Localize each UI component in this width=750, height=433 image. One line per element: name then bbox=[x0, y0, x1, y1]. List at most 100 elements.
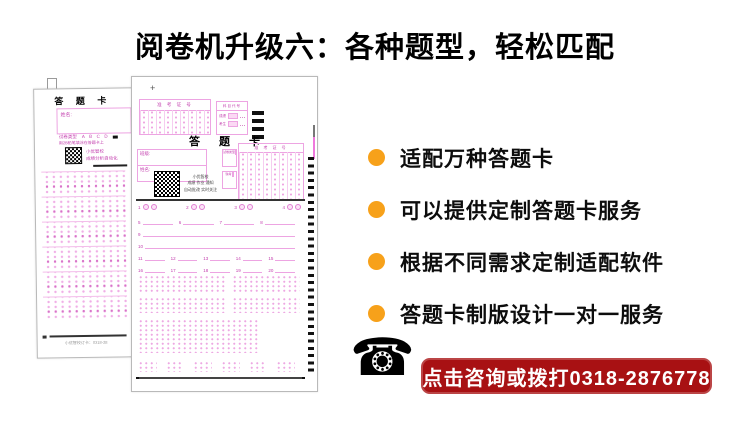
bubble-group bbox=[138, 361, 157, 372]
class-field-box: 班级: bbox=[137, 149, 207, 166]
feature-label: 适配万种答题卡 bbox=[400, 147, 554, 171]
feature-label: 可以提供定制答题卡服务 bbox=[400, 199, 642, 223]
bullet-icon bbox=[368, 253, 385, 270]
answer-line bbox=[177, 254, 198, 261]
edge-sync-line bbox=[313, 125, 315, 159]
cta-banner[interactable]: 点击咨询或拨打0318-2876778 bbox=[421, 358, 712, 394]
feature-list: 适配万种答题卡 可以提供定制答题卡服务 根据不同需求定制适配软件 答题卡制版设计… bbox=[368, 144, 664, 352]
bubble-icon bbox=[142, 204, 149, 210]
answer-line bbox=[224, 218, 255, 225]
timing-marks bbox=[252, 111, 264, 139]
fill-in-row: 9 bbox=[138, 230, 301, 237]
qr-row: 小优智校 成绩分析自动化 bbox=[64, 147, 118, 165]
bubble-cell bbox=[231, 171, 234, 177]
qr-code-icon bbox=[64, 147, 83, 165]
bubble-grid bbox=[232, 275, 300, 293]
feature-label: 答题卡制版设计一对一服务 bbox=[400, 303, 664, 327]
timing-mark bbox=[112, 135, 118, 139]
subject-code-row: 考生 bbox=[217, 119, 247, 127]
bubble-cell bbox=[228, 113, 238, 119]
class-label: 班级: bbox=[140, 151, 151, 156]
bubble-grid bbox=[138, 297, 226, 313]
answer-line bbox=[142, 218, 173, 225]
fill-in-question: 16 bbox=[138, 266, 171, 273]
name-field-box: 姓名: bbox=[56, 107, 132, 135]
answer-line bbox=[177, 266, 198, 273]
bubble-grid bbox=[42, 245, 127, 270]
tf-question: 3 bbox=[234, 204, 253, 210]
fill-in-question: 10 bbox=[138, 242, 301, 249]
feature-label: 根据不同需求定制适配软件 bbox=[400, 251, 664, 275]
fill-in-question: 15 bbox=[268, 254, 301, 261]
admission-number-grid-2: 准 考 证 号 bbox=[238, 143, 304, 201]
bubble-icon bbox=[294, 204, 301, 210]
bottom-timing-line bbox=[136, 377, 305, 379]
answer-line bbox=[210, 254, 230, 261]
pencil-note: 用2B铅笔填涂在答题卡上 bbox=[58, 139, 104, 146]
tf-question: 4 bbox=[282, 204, 301, 210]
fill-in-question: 5 bbox=[138, 218, 179, 225]
fill-in-question: 13 bbox=[203, 254, 236, 261]
bubble-group bbox=[248, 361, 268, 372]
fill-in-row: 16 17 18 19 20 bbox=[138, 266, 301, 273]
bubble-cell bbox=[235, 149, 238, 155]
bubble-grid bbox=[140, 110, 210, 134]
tf-question: 1 bbox=[138, 204, 157, 210]
feature-item: 可以提供定制答题卡服务 bbox=[368, 196, 664, 223]
answer-line bbox=[242, 254, 263, 261]
bubble-grid bbox=[41, 195, 126, 220]
fill-in-question: 11 bbox=[138, 254, 171, 261]
absent-mark-box: 缺考 bbox=[222, 171, 237, 189]
fill-in-question: 19 bbox=[236, 266, 269, 273]
answer-line bbox=[145, 266, 165, 273]
answer-line bbox=[264, 218, 295, 225]
fill-in-question: 6 bbox=[179, 218, 220, 225]
fill-in-question: 9 bbox=[138, 230, 301, 237]
plus-registration-mark: + bbox=[150, 83, 156, 93]
subject-code-row: 成绩 bbox=[217, 111, 247, 119]
fill-in-row: 10 bbox=[138, 242, 301, 249]
admission-number-grid: 准 考 证 号 bbox=[139, 99, 211, 135]
answer-line bbox=[145, 242, 295, 249]
bubble-icon bbox=[190, 204, 197, 210]
bubble-group bbox=[165, 361, 185, 372]
sheet-title: 答 题 卡 bbox=[188, 136, 269, 148]
bullet-icon bbox=[368, 305, 385, 322]
name-label: 姓名: bbox=[60, 112, 72, 119]
bullet-icon bbox=[368, 149, 385, 166]
answer-line bbox=[142, 230, 295, 237]
separator-bar bbox=[136, 199, 305, 201]
fill-in-question: 12 bbox=[171, 254, 204, 261]
name-label: 姓名: bbox=[140, 167, 151, 172]
fill-in-question: 14 bbox=[236, 254, 269, 261]
subject-code-box: 科目代号 成绩 考生 bbox=[216, 101, 248, 135]
tf-question: 2 bbox=[186, 204, 205, 210]
qr-caption: 小优智校 成绩分析自动化 bbox=[85, 148, 118, 161]
bullet-icon bbox=[368, 201, 385, 218]
edge-timing-marks bbox=[308, 157, 314, 375]
bubble-group bbox=[193, 361, 213, 372]
fill-in-row: 11 12 13 14 15 bbox=[138, 254, 301, 261]
answer-line bbox=[275, 266, 295, 273]
bubble-group-row bbox=[138, 361, 296, 372]
fill-in-question: 7 bbox=[220, 218, 261, 225]
answer-sheet-small: 答 题 卡 姓名: 试卷类型 A B C D 用2B铅笔填涂在答题卡上 小优智校… bbox=[33, 87, 136, 359]
bottom-timing-line bbox=[49, 334, 127, 338]
bubble-icon bbox=[286, 204, 293, 210]
fill-in-question: 18 bbox=[203, 266, 236, 273]
sheet-title: 答 题 卡 bbox=[54, 95, 112, 107]
bubble-icon bbox=[238, 204, 245, 210]
feature-item: 适配万种答题卡 bbox=[368, 144, 664, 171]
bubble-grid bbox=[41, 170, 126, 195]
telephone-icon: ☎ bbox=[350, 328, 415, 388]
page-title: 阅卷机升级六：各种题型，轻松匹配 bbox=[134, 32, 615, 64]
bubble-grid bbox=[41, 220, 127, 245]
fill-in-question: 20 bbox=[268, 266, 301, 273]
bubble-icon bbox=[198, 204, 205, 210]
answer-line bbox=[275, 254, 295, 261]
feature-item: 根据不同需求定制适配软件 bbox=[368, 248, 664, 275]
subject-code-header: 科目代号 bbox=[217, 102, 247, 111]
bubble-grid bbox=[42, 270, 127, 295]
